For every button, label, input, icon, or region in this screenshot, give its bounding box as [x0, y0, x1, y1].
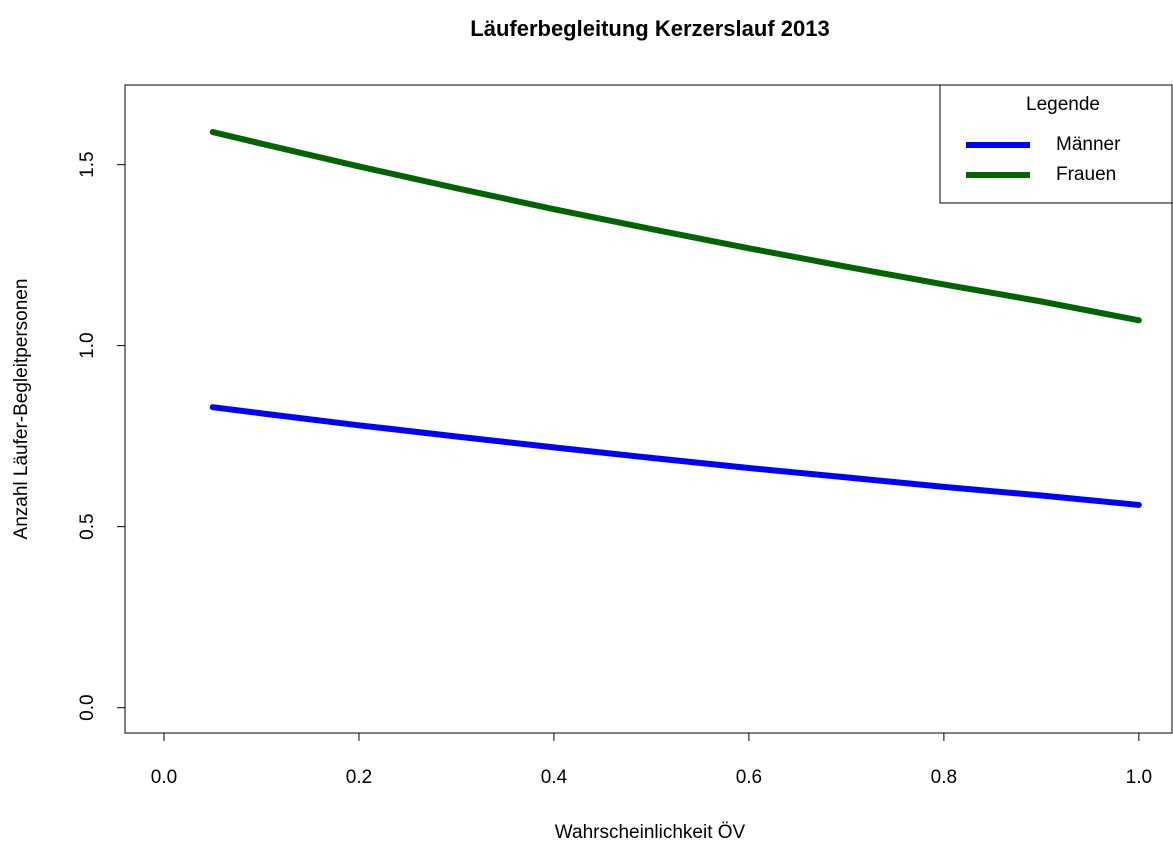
x-axis-label: Wahrscheinlichkeit ÖV [555, 822, 746, 843]
x-tick-label: 0.8 [931, 767, 957, 788]
y-tick-label: 1.5 [77, 151, 98, 177]
x-tick-label: 0.6 [736, 767, 762, 788]
x-tick-label: 0.2 [346, 767, 372, 788]
legend-label: Männer [1056, 134, 1121, 155]
y-tick-label: 0.0 [77, 694, 98, 720]
x-tick-label: 0.0 [151, 767, 177, 788]
series-line [209, 404, 1142, 508]
series-line [209, 129, 1142, 324]
chart-title: Läuferbegleitung Kerzerslauf 2013 [470, 16, 829, 41]
y-tick-label: 1.0 [77, 332, 98, 358]
y-tick-label: 0.5 [77, 513, 98, 539]
x-tick-label: 0.4 [541, 767, 568, 788]
y-axis-label: Anzahl Läufer-Begleitpersonen [11, 279, 32, 540]
legend-title: Legende [1026, 94, 1100, 115]
x-tick-label: 1.0 [1126, 767, 1152, 788]
legend-label: Frauen [1056, 164, 1116, 185]
